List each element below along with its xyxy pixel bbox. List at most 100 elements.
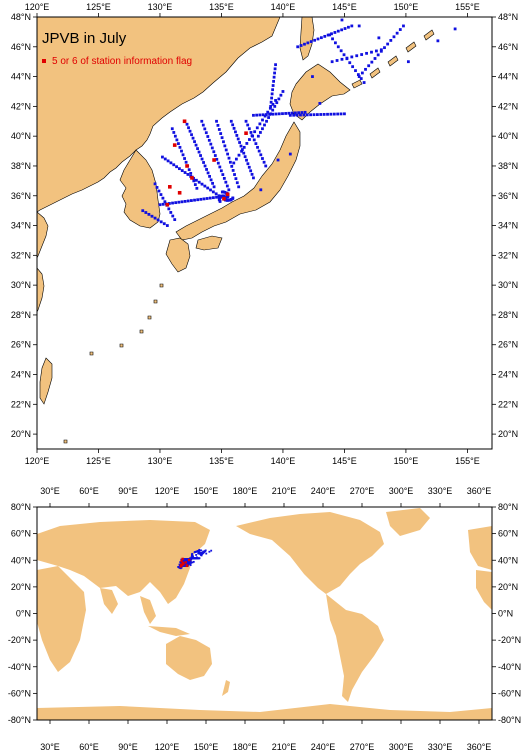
station-marker	[206, 135, 210, 138]
station-marker	[199, 197, 203, 201]
station-marker	[226, 152, 230, 156]
station-marker	[360, 53, 364, 56]
lat-tick-label-left: 20°N	[11, 429, 31, 439]
station-marker	[175, 165, 178, 169]
lon-tick-label-top: 120°E	[25, 2, 50, 12]
station-marker	[234, 177, 238, 181]
lat-tick-label-left: 40°N	[11, 131, 31, 141]
south-america	[326, 594, 384, 702]
flagged-station-marker	[182, 119, 187, 124]
station-marker	[242, 151, 246, 155]
station-marker	[161, 155, 164, 159]
station-marker	[245, 142, 249, 145]
station-marker	[336, 29, 340, 33]
ryukyu-islands	[63, 283, 164, 444]
station-marker	[277, 97, 281, 101]
lat-tick-label-left: 32°N	[11, 250, 31, 260]
station-marker	[220, 190, 224, 194]
station-marker	[262, 160, 266, 164]
station-marker	[162, 222, 166, 226]
global-lat-tick-label-right: 20°N	[498, 582, 518, 592]
station-marker	[323, 34, 327, 38]
station-marker	[247, 127, 251, 131]
lon-tick-label-bottom: 125°E	[86, 456, 111, 466]
global-lon-tick-label-bottom: 180°E	[233, 742, 258, 752]
station-marker	[153, 182, 157, 186]
flagged-station-marker	[212, 158, 216, 162]
station-marker	[274, 99, 277, 102]
global-lon-tick-label-top: 300°E	[389, 486, 414, 496]
station-marker	[268, 106, 272, 110]
station-marker	[360, 71, 364, 75]
station-marker	[255, 113, 259, 117]
station-marker	[247, 165, 251, 169]
station-marker	[274, 112, 278, 116]
station-marker	[194, 143, 198, 147]
station-marker	[216, 161, 220, 165]
station-marker	[231, 196, 235, 200]
global-flagged-station-marker	[181, 557, 184, 561]
flagged-station-marker	[185, 164, 189, 168]
global-lat-tick-label-right: -80°N	[498, 715, 521, 725]
station-marker	[339, 112, 343, 116]
global-lon-tick-label-bottom: 150°E	[194, 742, 219, 752]
global-lon-tick-label-top: 180°E	[233, 486, 258, 496]
station-marker	[306, 41, 310, 45]
lat-tick-label-right: 24°N	[498, 370, 518, 380]
lat-tick-label-left: 30°N	[11, 280, 31, 290]
station-marker	[171, 214, 175, 218]
lat-tick-label-left: 28°N	[11, 310, 31, 320]
lon-tick-label-bottom: 135°E	[209, 456, 234, 466]
flagged-station-marker	[225, 192, 230, 197]
station-marker	[208, 196, 212, 200]
global-flagged-station-marker	[180, 559, 183, 563]
global-lat-tick-label-left: 40°N	[11, 555, 31, 565]
station-marker	[269, 104, 273, 108]
global-station-marker	[198, 548, 201, 551]
global-lon-tick-label-top: 30°E	[40, 486, 60, 496]
station-marker	[194, 178, 198, 182]
station-marker	[225, 184, 229, 188]
station-marker	[200, 119, 204, 123]
global-flagged-station-marker	[179, 565, 182, 568]
station-marker	[252, 113, 255, 117]
station-marker	[333, 31, 337, 34]
station-marker	[303, 42, 306, 46]
lat-tick-label-left: 34°N	[11, 221, 31, 231]
station-marker	[370, 50, 373, 54]
station-marker	[271, 88, 275, 92]
station-marker	[242, 145, 246, 149]
station-marker	[343, 112, 346, 116]
station-marker	[357, 24, 361, 28]
station-marker	[246, 162, 250, 166]
flagged-station-marker	[168, 185, 172, 189]
global-lon-tick-label-bottom: 210°E	[272, 742, 297, 752]
station-marker	[271, 108, 275, 112]
station-marker	[203, 184, 207, 188]
station-marker	[322, 112, 326, 116]
station-marker	[172, 163, 176, 167]
station-marker	[141, 209, 145, 213]
station-marker	[339, 49, 343, 53]
global-lat-tick-label-right: -20°N	[498, 635, 521, 645]
station-marker	[313, 38, 317, 42]
station-marker	[214, 192, 218, 196]
station-marker	[168, 202, 171, 205]
station-marker	[196, 147, 199, 150]
hokkaido	[289, 63, 351, 121]
station-marker	[144, 211, 148, 214]
station-marker	[284, 112, 288, 115]
global-lon-tick-label-bottom: 300°E	[389, 742, 414, 752]
global-lon-tick-label-top: 270°E	[350, 486, 375, 496]
global-lon-tick-label-bottom: 60°E	[79, 742, 99, 752]
global-lon-tick-label-top: 240°E	[311, 486, 336, 496]
flagged-station-marker	[190, 176, 194, 180]
station-marker	[277, 112, 281, 116]
global-lon-tick-label-top: 150°E	[194, 486, 219, 496]
station-marker	[224, 148, 228, 152]
station-marker	[271, 84, 275, 87]
lat-tick-label-right: 34°N	[498, 221, 518, 231]
station-marker	[271, 102, 275, 106]
station-marker	[209, 188, 212, 192]
lat-tick-label-right: 20°N	[498, 429, 518, 439]
